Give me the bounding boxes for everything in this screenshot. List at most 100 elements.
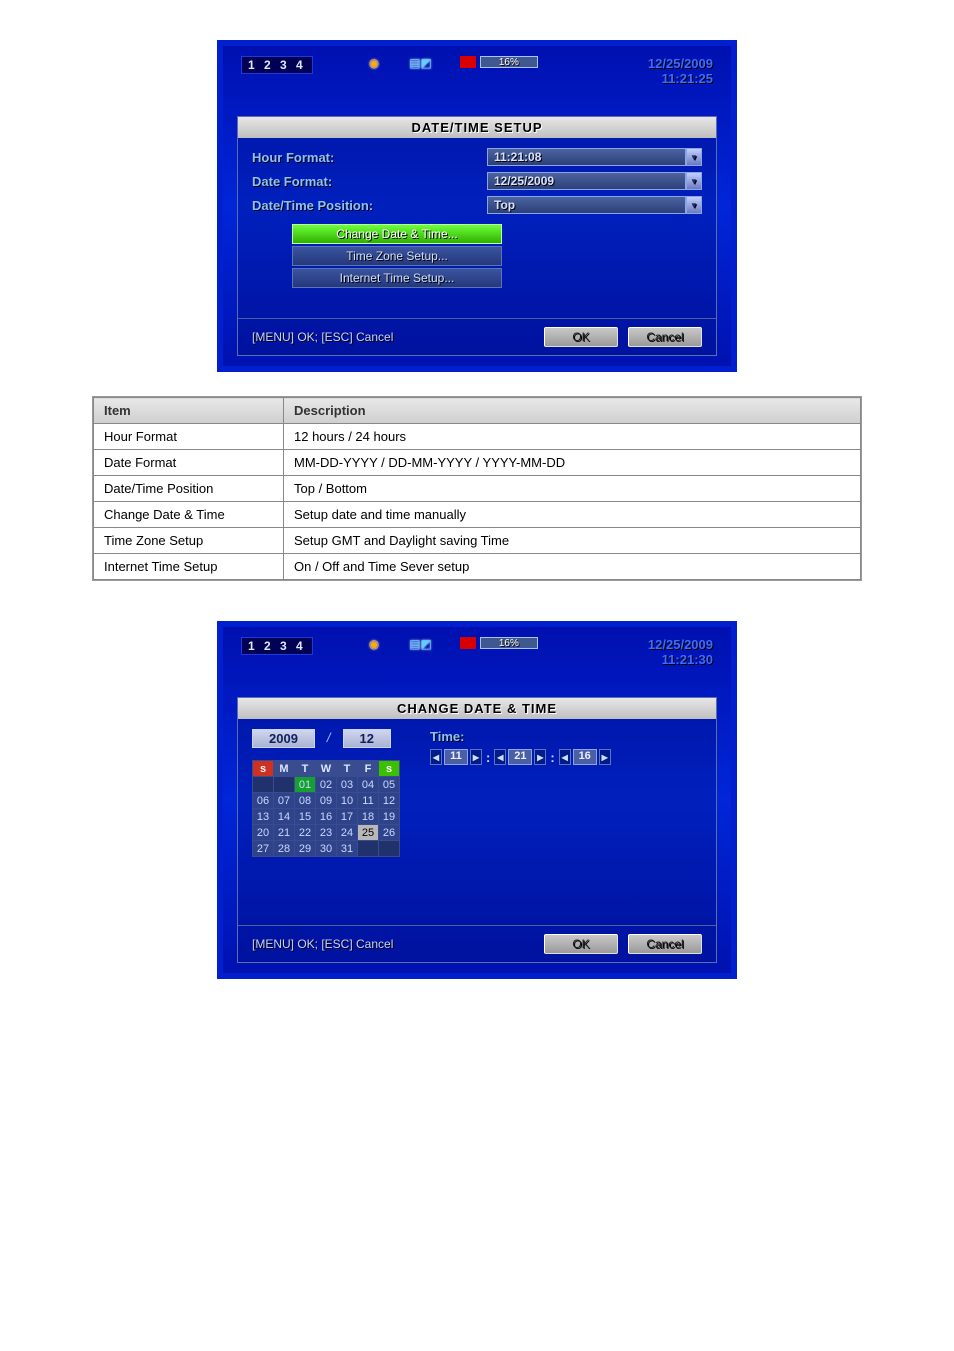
calendar-day[interactable]: 26 bbox=[379, 825, 400, 841]
table-cell: Change Date & Time bbox=[94, 502, 284, 528]
calendar-day[interactable]: 03 bbox=[337, 777, 358, 793]
calendar-day-header: F bbox=[358, 761, 379, 777]
cancel-button[interactable]: Cancel bbox=[628, 934, 702, 954]
table-header-desc: Description bbox=[284, 398, 861, 424]
time-spinner: ◀ 11 ▶ : ◀ 21 ▶ : ◀ 16 ▶ bbox=[430, 749, 611, 765]
hour-up-button[interactable]: ▶ bbox=[470, 749, 482, 765]
action-internet-time-setup[interactable]: Internet Time Setup... bbox=[292, 268, 502, 288]
change-date-time-panel: CHANGE DATE & TIME 2009 / 12 SMTWTFS0102… bbox=[237, 697, 717, 963]
year-selector[interactable]: 2009 bbox=[252, 729, 315, 748]
clock-date: 12/25/2009 bbox=[648, 56, 713, 71]
dropdown-arrow-icon[interactable]: ▼ bbox=[686, 148, 702, 166]
calendar-day[interactable]: 04 bbox=[358, 777, 379, 793]
calendar-day[interactable]: 06 bbox=[253, 793, 274, 809]
calendar-day[interactable]: 01 bbox=[295, 777, 316, 793]
action-time-zone-setup[interactable]: Time Zone Setup... bbox=[292, 246, 502, 266]
calendar-day[interactable]: 16 bbox=[316, 809, 337, 825]
clock-display: 12/25/2009 11:21:25 bbox=[648, 56, 713, 86]
network-icon: ▤◩ bbox=[409, 637, 432, 651]
second-up-button[interactable]: ▶ bbox=[599, 749, 611, 765]
time-label: Time: bbox=[430, 729, 611, 744]
table-cell: Top / Bottom bbox=[284, 476, 861, 502]
alarm-icon: ◉ bbox=[369, 56, 379, 70]
action-change-date-time[interactable]: Change Date & Time... bbox=[292, 224, 502, 244]
table-cell: Setup GMT and Daylight saving Time bbox=[284, 528, 861, 554]
dropdown-arrow-icon[interactable]: ▼ bbox=[686, 172, 702, 190]
calendar-day[interactable]: 02 bbox=[316, 777, 337, 793]
calendar-day[interactable]: 29 bbox=[295, 841, 316, 857]
calendar-day[interactable]: 19 bbox=[379, 809, 400, 825]
minute-value[interactable]: 21 bbox=[508, 749, 532, 765]
calendar-day[interactable]: 25 bbox=[358, 825, 379, 841]
clock-display: 12/25/2009 11:21:30 bbox=[648, 637, 713, 667]
calendar-day[interactable]: 11 bbox=[358, 793, 379, 809]
calendar-day[interactable]: 10 bbox=[337, 793, 358, 809]
calendar-day[interactable]: 05 bbox=[379, 777, 400, 793]
month-selector[interactable]: 12 bbox=[343, 729, 391, 748]
ok-button[interactable]: OK bbox=[544, 327, 618, 347]
second-down-button[interactable]: ◀ bbox=[559, 749, 571, 765]
select-date-format[interactable]: 12/25/2009 bbox=[487, 172, 686, 190]
hdd-percent: 16% bbox=[480, 56, 538, 68]
calendar-day[interactable]: 13 bbox=[253, 809, 274, 825]
calendar-day[interactable]: 12 bbox=[379, 793, 400, 809]
hdd-usage: 16% bbox=[460, 56, 538, 68]
calendar-day-header: S bbox=[253, 761, 274, 777]
footer-hint: [MENU] OK; [ESC] Cancel bbox=[252, 330, 393, 344]
calendar-day[interactable]: 30 bbox=[316, 841, 337, 857]
calendar-day[interactable]: 17 bbox=[337, 809, 358, 825]
calendar-day[interactable]: 09 bbox=[316, 793, 337, 809]
channel-indicator: 1 2 3 4 bbox=[241, 637, 313, 655]
calendar-day[interactable]: 20 bbox=[253, 825, 274, 841]
table-row: Internet Time SetupOn / Off and Time Sev… bbox=[94, 554, 861, 580]
hour-down-button[interactable]: ◀ bbox=[430, 749, 442, 765]
clock-time: 11:21:30 bbox=[662, 652, 713, 667]
time-colon: : bbox=[548, 750, 556, 765]
channel-indicator: 1 2 3 4 bbox=[241, 56, 313, 74]
panel-title: DATE/TIME SETUP bbox=[238, 117, 716, 138]
calendar[interactable]: SMTWTFS010203040506070809101112131415161… bbox=[252, 760, 400, 857]
panel-title: CHANGE DATE & TIME bbox=[238, 698, 716, 719]
calendar-day[interactable]: 14 bbox=[274, 809, 295, 825]
table-cell: MM-DD-YYYY / DD-MM-YYYY / YYYY-MM-DD bbox=[284, 450, 861, 476]
calendar-day[interactable]: 31 bbox=[337, 841, 358, 857]
minute-down-button[interactable]: ◀ bbox=[494, 749, 506, 765]
calendar-day-header: M bbox=[274, 761, 295, 777]
calendar-day[interactable]: 27 bbox=[253, 841, 274, 857]
calendar-day[interactable]: 07 bbox=[274, 793, 295, 809]
calendar-day[interactable]: 24 bbox=[337, 825, 358, 841]
calendar-day[interactable]: 21 bbox=[274, 825, 295, 841]
calendar-day[interactable]: 08 bbox=[295, 793, 316, 809]
table-cell: Time Zone Setup bbox=[94, 528, 284, 554]
calendar-day bbox=[253, 777, 274, 793]
cancel-button[interactable]: Cancel bbox=[628, 327, 702, 347]
description-table: Item Description Hour Format12 hours / 2… bbox=[92, 396, 862, 581]
select-date-time-position[interactable]: Top bbox=[487, 196, 686, 214]
second-value[interactable]: 16 bbox=[573, 749, 597, 765]
calendar-day-header: T bbox=[295, 761, 316, 777]
calendar-day bbox=[379, 841, 400, 857]
calendar-day[interactable]: 23 bbox=[316, 825, 337, 841]
ok-button[interactable]: OK bbox=[544, 934, 618, 954]
calendar-day bbox=[274, 777, 295, 793]
label-date-time-position: Date/Time Position: bbox=[252, 198, 487, 213]
top-status-bar: 1 2 3 4 ◉ ▤◩ 16% 12/25/2009 11:21:30 bbox=[237, 637, 717, 697]
clock-time: 11:21:25 bbox=[662, 71, 713, 86]
hour-value[interactable]: 11 bbox=[444, 749, 468, 765]
hdd-percent: 16% bbox=[480, 637, 538, 649]
record-icon bbox=[460, 637, 476, 649]
calendar-day[interactable]: 15 bbox=[295, 809, 316, 825]
calendar-day-header: W bbox=[316, 761, 337, 777]
screenshot-date-time-setup: 1 2 3 4 ◉ ▤◩ 16% 12/25/2009 11:21:25 DAT… bbox=[217, 40, 737, 372]
calendar-day[interactable]: 22 bbox=[295, 825, 316, 841]
date-separator: / bbox=[315, 729, 343, 748]
select-hour-format[interactable]: 11:21:08 bbox=[487, 148, 686, 166]
calendar-day[interactable]: 18 bbox=[358, 809, 379, 825]
clock-date: 12/25/2009 bbox=[648, 637, 713, 652]
table-cell: 12 hours / 24 hours bbox=[284, 424, 861, 450]
calendar-day[interactable]: 28 bbox=[274, 841, 295, 857]
dropdown-arrow-icon[interactable]: ▼ bbox=[686, 196, 702, 214]
minute-up-button[interactable]: ▶ bbox=[534, 749, 546, 765]
table-cell: Internet Time Setup bbox=[94, 554, 284, 580]
calendar-day-header: S bbox=[379, 761, 400, 777]
